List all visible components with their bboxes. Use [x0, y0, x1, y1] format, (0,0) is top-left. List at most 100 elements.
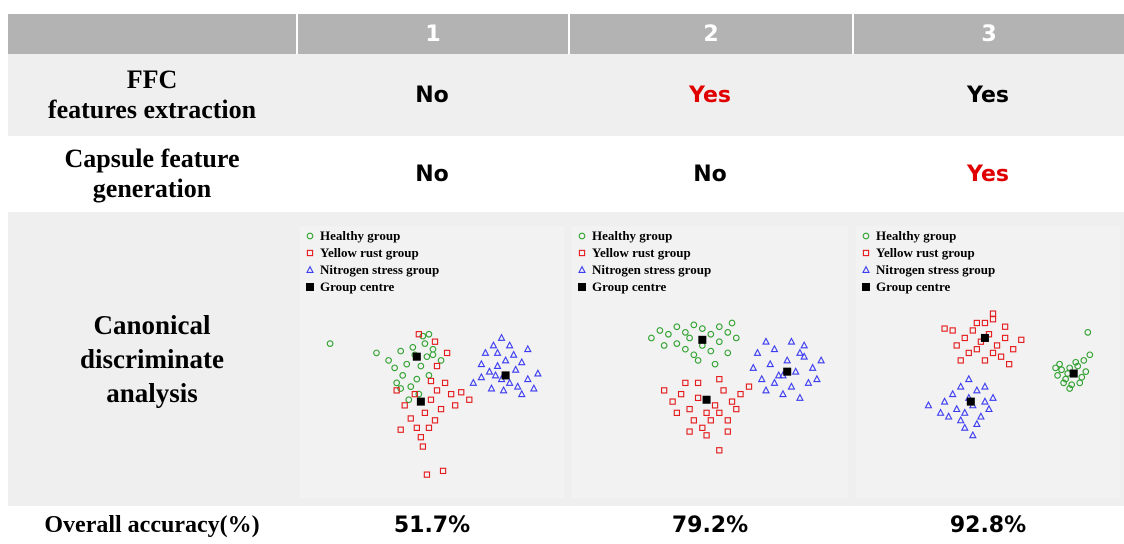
yellow-rust-group-point-2: [413, 424, 420, 431]
yellow-rust-group-point-0: [953, 342, 960, 349]
yellow-rust-group-point-6: [1001, 334, 1009, 342]
healthy-group-point-11: [673, 340, 681, 347]
yellow-rust-group-point-11: [690, 417, 697, 424]
yellow-rust-group-point-11: [411, 390, 418, 398]
column-header-2: 2: [568, 14, 852, 54]
healthy-group-point-14: [1080, 357, 1088, 364]
ffc-value-1: No: [415, 82, 449, 108]
nitrogen-stress-group-point-22: [817, 355, 826, 364]
nitrogen-stress-group-point-2: [766, 359, 775, 368]
header-row: 1 2 3: [8, 14, 1124, 54]
scatter-svg-2: Healthy group Yellow rust group Nitrogen s…: [578, 228, 826, 454]
healthy-group-point-21: [686, 334, 693, 342]
capsule-value-3: Yes: [967, 161, 1009, 187]
healthy-group-point-11: [409, 343, 417, 351]
yellow-rust-group-point-13: [452, 402, 459, 409]
healthy-group-point-12: [682, 345, 689, 353]
group-centre-point-1: [980, 333, 989, 342]
accuracy-value-2: 79.2%: [671, 512, 749, 538]
yellow-rust-group-point-15: [724, 417, 731, 424]
yellow-rust-group-point-21: [724, 428, 731, 435]
nitrogen-stress-group-point-13: [989, 393, 997, 401]
cda-label-line-3: analysis: [106, 378, 198, 408]
yellow-rust-group-point-6: [441, 379, 449, 387]
legend-label-yellow-rust-group: Yellow rust group: [592, 245, 691, 260]
healthy-group-point-19: [711, 360, 719, 368]
healthy-group-point-8: [423, 353, 431, 361]
yellow-rust-group-point-4: [694, 394, 702, 402]
healthy-group-point-0: [373, 349, 380, 357]
nitrogen-stress-group-point-4: [972, 385, 981, 394]
cda-row: Canonical discriminate analysis Healthy …: [8, 212, 1124, 506]
nitrogen-stress-group-point-15: [956, 415, 965, 424]
yellow-rust-group-point-7: [1010, 346, 1017, 353]
yellow-rust-group-point-14: [458, 389, 465, 396]
healthy-group-point-1: [1058, 366, 1065, 374]
nitrogen-stress-group-point-20: [960, 423, 969, 431]
healthy-group-point-5: [1074, 362, 1082, 370]
group-centre-point-2: [783, 367, 792, 376]
healthy-group-point-18: [1052, 364, 1059, 372]
legend-marker-nitrogen-stress-group: [862, 265, 870, 273]
yellow-rust-group-point-17: [419, 443, 427, 450]
nitrogen-stress-group-point-7: [960, 408, 969, 416]
ffc-label: FFC features extraction: [8, 54, 296, 136]
healthy-group-point-0: [648, 334, 655, 342]
yellow-rust-group-point-9: [737, 390, 744, 398]
healthy-group-point-18: [425, 372, 433, 379]
yellow-rust-group-point-25: [393, 387, 400, 394]
yellow-rust-group-point-10: [417, 434, 425, 441]
yellow-rust-group-point-16: [733, 405, 740, 413]
nitrogen-stress-group-point-2: [485, 367, 494, 375]
yellow-rust-group-point-16: [397, 426, 404, 433]
legend-label-yellow-rust-group: Yellow rust group: [320, 245, 419, 260]
legend-label-nitrogen-stress-group: Nitrogen stress group: [320, 262, 439, 277]
nitrogen-stress-group-point-23: [489, 340, 498, 349]
nitrogen-stress-group-point-1: [477, 372, 486, 381]
nitrogen-stress-group-point-17: [800, 340, 809, 349]
group-centre-point-1: [702, 395, 711, 404]
nitrogen-stress-group-point-10: [985, 404, 993, 413]
healthy-group-point-13: [1064, 370, 1072, 377]
yellow-rust-group-point-17: [673, 409, 681, 417]
healthy-group-point-7: [1060, 379, 1067, 387]
nitrogen-stress-group-point-10: [523, 374, 532, 383]
healthy-group-point-2: [391, 364, 398, 372]
yellow-rust-group-point-2: [969, 327, 976, 334]
yellow-rust-group-point-20: [703, 432, 710, 439]
nitrogen-stress-group-point-21: [491, 370, 500, 379]
legend-label-healthy-group: Healthy group: [592, 228, 672, 243]
nitrogen-stress-group-point-14: [753, 348, 762, 356]
yellow-rust-group-point-3: [421, 409, 429, 417]
healthy-group-point-2: [1062, 375, 1069, 383]
yellow-rust-group-point-17: [973, 346, 981, 353]
nitrogen-stress-group-point-24: [497, 333, 506, 341]
legend-label-group-centre: Group centre: [592, 279, 666, 294]
nitrogen-stress-group-point-9: [770, 378, 779, 386]
healthy-group-point-8: [715, 323, 723, 331]
group-centre-point-0: [412, 352, 421, 361]
nitrogen-stress-group-point-5: [791, 367, 800, 375]
yellow-rust-group-point-5: [433, 387, 441, 394]
healthy-group-point-4: [393, 379, 401, 387]
nitrogen-stress-group-point-0: [469, 378, 478, 386]
healthy-group-point-22: [728, 319, 736, 327]
yellow-rust-group-point-10: [682, 379, 689, 387]
scatter-svg-3: Healthy group Yellow rust group Nitrogen s…: [862, 228, 1094, 439]
nitrogen-stress-group-point-13: [804, 378, 813, 386]
healthy-group-point-6: [698, 325, 706, 332]
legend-label-yellow-rust-group: Yellow rust group: [876, 245, 975, 260]
healthy-group-point-15: [429, 351, 437, 359]
nitrogen-stress-group-point-0: [940, 397, 949, 405]
healthy-group-point-10: [1056, 360, 1063, 368]
healthy-group-point-7: [707, 330, 715, 338]
legend-marker-group-centre: [306, 283, 314, 291]
accuracy-value-3: 92.8%: [949, 512, 1027, 538]
healthy-group-point-20: [660, 342, 668, 349]
healthy-group-point-5: [690, 321, 698, 329]
nitrogen-stress-group-point-5: [509, 350, 518, 358]
cda-label-line-1: Canonical: [93, 310, 211, 340]
legend-label-group-centre: Group centre: [876, 279, 950, 294]
scatter-plot-2: Healthy group Yellow rust group Nitrogen s…: [572, 226, 848, 498]
yellow-rust-group-point-12: [699, 424, 706, 431]
